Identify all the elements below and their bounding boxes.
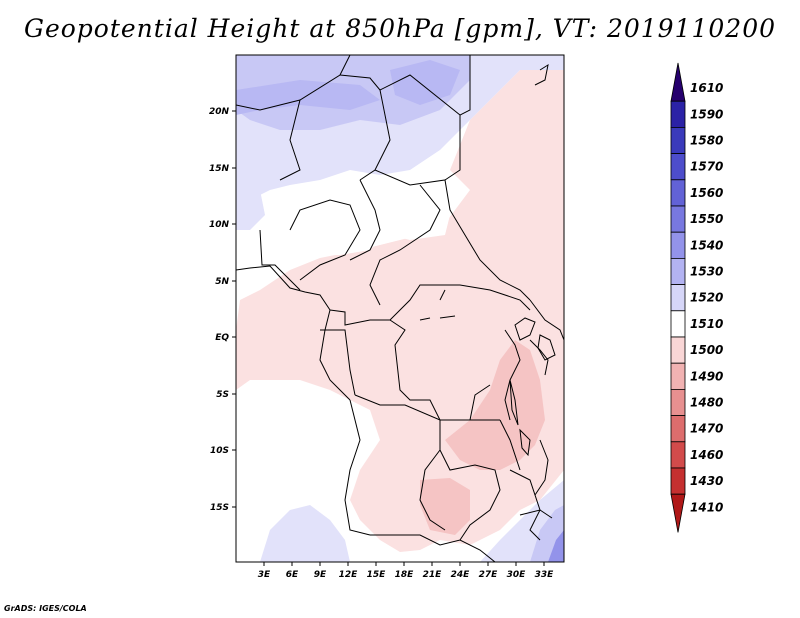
- colorbar-label: 1470: [690, 422, 723, 436]
- colorbar-label: 1530: [690, 265, 723, 279]
- colorbar-swatch: [670, 179, 686, 207]
- colorbar-swatch: [670, 493, 686, 533]
- map-title: Geopotential Height at 850hPa [gpm], VT:…: [23, 14, 777, 43]
- colorbar-swatch: [670, 362, 686, 390]
- colorbar-label: 1460: [690, 448, 723, 462]
- lat-label: 15S: [210, 503, 229, 513]
- credit-text: GrADS: IGES/COLA: [4, 604, 87, 613]
- colorbar-label: 1540: [690, 238, 723, 252]
- lon-label: 30E: [507, 570, 527, 580]
- coastline: [236, 63, 549, 401]
- colorbar-label: 1590: [690, 107, 723, 121]
- lon-label: 18E: [395, 570, 415, 580]
- lon-label: 9E: [314, 570, 327, 580]
- colorbar: 1610 1590 1580 1570 1560 1550 1540 1530 1520 1510…: [670, 62, 723, 533]
- lon-label: 3E: [258, 570, 271, 580]
- colorbar-swatch: [670, 153, 686, 181]
- lat-label: 10S: [210, 446, 229, 456]
- lat-label: 20N: [209, 107, 230, 117]
- colorbar-label: 1560: [690, 186, 723, 200]
- colorbar-swatch: [670, 310, 686, 338]
- colorbar-swatch: [670, 62, 686, 102]
- lat-label: 15N: [209, 164, 230, 174]
- colorbar-swatch: [670, 205, 686, 233]
- colorbar-swatch: [670, 441, 686, 469]
- colorbar-swatch: [670, 231, 686, 259]
- colorbar-label: 1520: [690, 291, 723, 305]
- colorbar-label: 1570: [690, 160, 723, 174]
- colorbar-label: 1410: [690, 500, 723, 514]
- lat-label: 10N: [209, 220, 230, 230]
- colorbar-swatch: [670, 415, 686, 443]
- colorbar-label: 1610: [690, 81, 723, 95]
- colorbar-label: 1510: [690, 317, 723, 331]
- colorbar-swatch: [670, 388, 686, 416]
- lat-label: EQ: [215, 333, 229, 343]
- contour-1480-1490: [445, 340, 545, 470]
- lon-label: 6E: [286, 570, 299, 580]
- country-borders: [236, 55, 564, 562]
- lon-label: 24E: [451, 570, 471, 580]
- lon-label: 15E: [367, 570, 387, 580]
- colorbar-swatch: [670, 284, 686, 312]
- lon-label: 12E: [339, 570, 359, 580]
- lon-label: 21E: [423, 570, 443, 580]
- lon-label: 27E: [479, 570, 499, 580]
- colorbar-swatch: [670, 257, 686, 285]
- colorbar-label: 1430: [690, 474, 723, 488]
- map-frame: [235, 54, 565, 563]
- colorbar-swatch: [670, 100, 686, 128]
- colorbar-swatch: [670, 467, 686, 495]
- colorbar-label: 1550: [690, 212, 723, 226]
- lakes: [419, 315, 556, 519]
- lon-label: 33E: [535, 570, 555, 580]
- height-field: [236, 55, 564, 562]
- colorbar-label: 1480: [690, 396, 723, 410]
- longitude-axis: 3E 6E 9E 12E 15E 18E 21E 24E 27E 30E 33E: [258, 562, 554, 580]
- colorbar-swatch: [670, 127, 686, 155]
- lat-label: 5N: [215, 277, 229, 287]
- colorbar-label: 1500: [690, 343, 723, 357]
- latitude-axis: 20N 15N 10N 5N EQ 5S 10S 15S: [209, 107, 236, 513]
- colorbar-label: 1490: [690, 369, 723, 383]
- colorbar-label: 1580: [690, 134, 723, 148]
- colorbar-swatch: [670, 336, 686, 364]
- lat-label: 5S: [216, 390, 229, 400]
